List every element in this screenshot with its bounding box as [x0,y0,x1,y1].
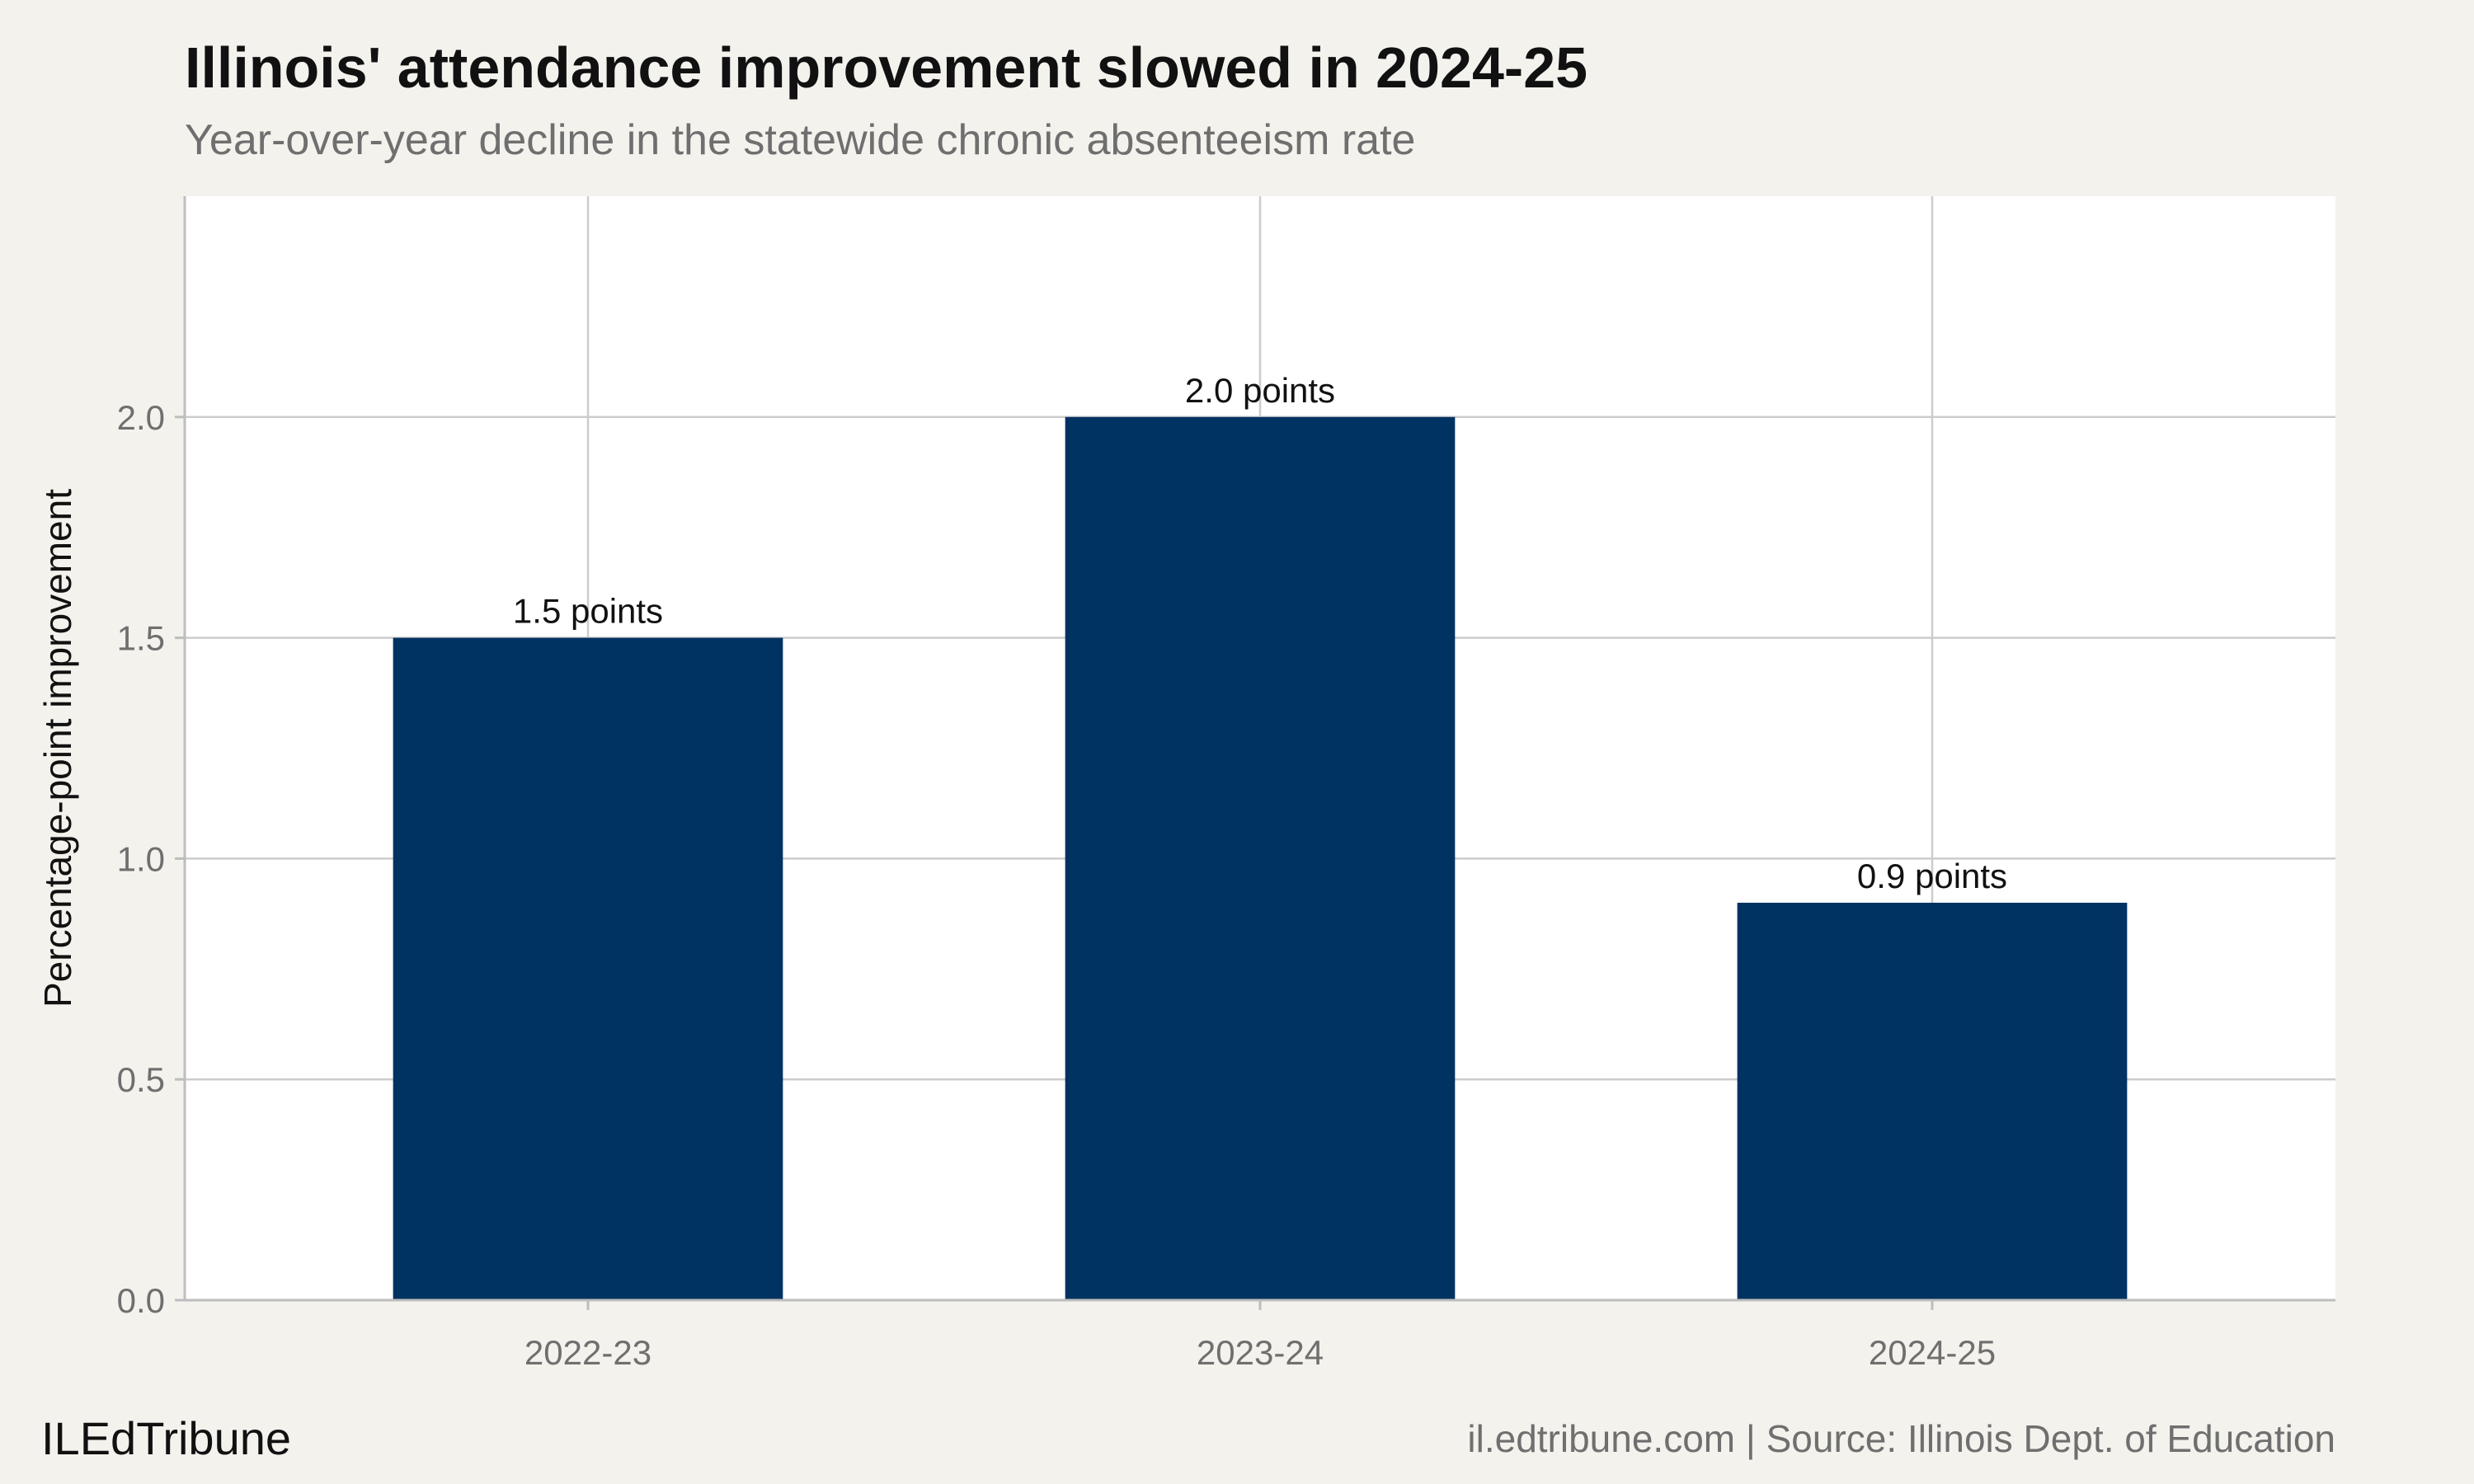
bar-data-label: 2.0 points [1185,371,1335,410]
bar [393,637,783,1300]
labels: 0.0 0.5 1.0 1.5 2.0 2022-23 2023-24 2024-25 1.5 … [36,371,2007,1372]
chart-subtitle: Year-over-year decline in the statewide … [185,116,1416,164]
y-axis-title: Percentage-point improvement [36,489,79,1007]
y-tick-label: 2.0 [117,398,165,437]
brand-logo-text: ILEdTribune [41,1412,291,1464]
axes [175,196,2335,1310]
x-tick-label: 2023-24 [1197,1333,1324,1372]
y-tick-label: 1.0 [117,839,165,878]
bar-data-label: 0.9 points [1857,857,2007,895]
bar [1737,902,2128,1300]
y-tick-label: 1.5 [117,619,165,658]
bar [1065,416,1456,1300]
bars [393,416,2128,1300]
x-tick-label: 2022-23 [524,1333,651,1372]
chart-title: Illinois' attendance improvement slowed … [185,35,1588,100]
bar-data-label: 1.5 points [513,592,663,631]
y-tick-label: 0.5 [117,1060,165,1099]
source-note: il.edtribune.com | Source: Illinois Dept… [1467,1417,2335,1460]
y-tick-label: 0.0 [117,1281,165,1320]
x-tick-label: 2024-25 [1869,1333,1996,1372]
